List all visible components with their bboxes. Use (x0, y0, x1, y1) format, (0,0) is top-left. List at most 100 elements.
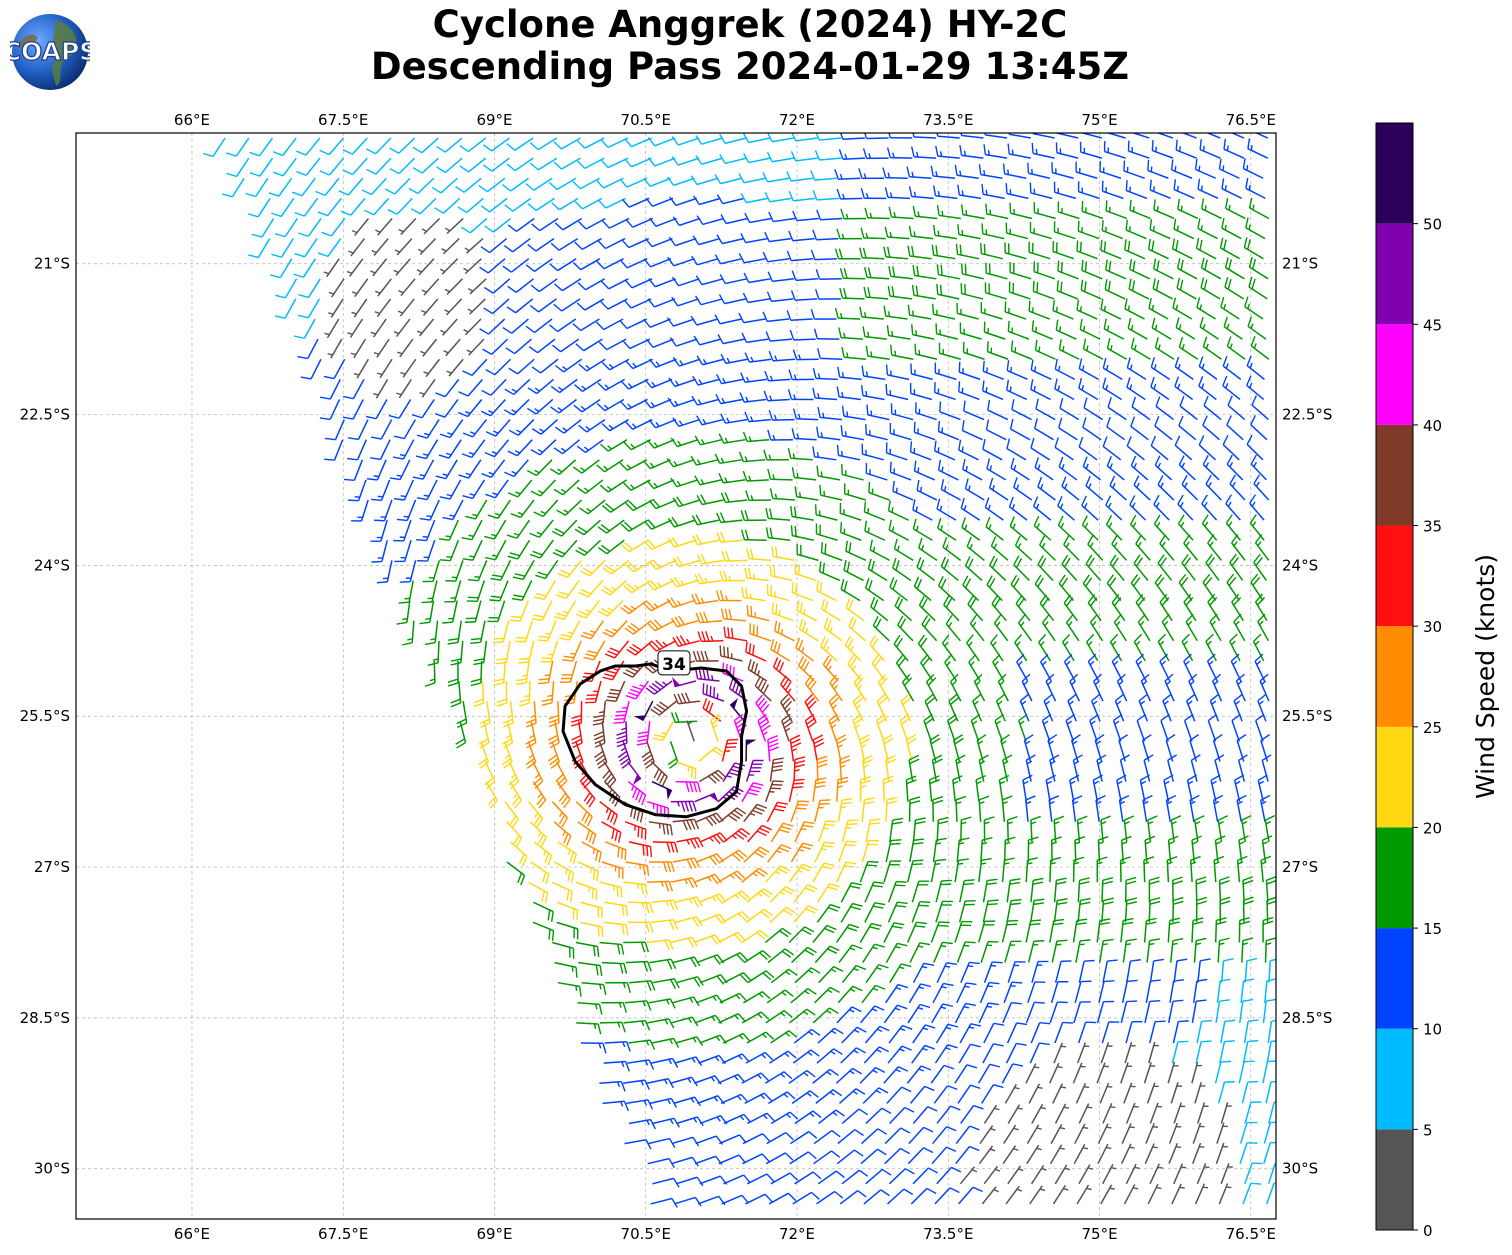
wind-barb (841, 1108, 869, 1125)
wind-barb (1195, 237, 1217, 260)
wind-barb (530, 479, 557, 497)
wind-barb (889, 1106, 915, 1124)
wind-barb (818, 1109, 845, 1125)
wind-barb (625, 499, 653, 512)
wind-barb (1213, 855, 1225, 883)
wind-barb (1148, 297, 1169, 320)
wind-barb (938, 342, 961, 360)
wind-barb (670, 1016, 699, 1027)
wind-barb (845, 597, 865, 622)
tick-label-lon-bottom: 66°E (174, 1225, 210, 1243)
wind-barb (721, 550, 748, 562)
colorbar-segment (1376, 928, 1413, 1029)
wind-barb (957, 224, 981, 240)
wind-barb (1223, 138, 1245, 159)
wind-barb (602, 559, 630, 575)
wind-barb (1262, 916, 1274, 943)
wind-barb (978, 1145, 996, 1165)
wind-barb (670, 437, 699, 448)
wind-barb (548, 701, 560, 728)
wind-barb (601, 821, 622, 843)
wind-barb (792, 408, 819, 421)
wind-barb (1102, 357, 1123, 381)
wind-barb (366, 137, 392, 155)
wind-barb (934, 362, 957, 381)
wind-barb (1037, 476, 1056, 501)
wind-barb (1004, 1083, 1020, 1104)
wind-barb (767, 133, 794, 143)
wind-barb (1018, 713, 1028, 742)
wind-barb (1106, 574, 1122, 602)
wind-barb (1171, 1040, 1189, 1064)
wind-barb (1266, 1040, 1276, 1064)
wind-barb (572, 177, 600, 190)
wind-barb (1034, 457, 1054, 481)
wind-barb (844, 635, 862, 662)
wind-barb (1242, 158, 1264, 179)
wind-barb (696, 954, 725, 965)
wind-barb (768, 1091, 796, 1105)
wind-barb (720, 413, 748, 424)
wind-barb (1245, 217, 1266, 240)
wind-barb (1145, 979, 1161, 1003)
wind-barb (746, 888, 773, 903)
wind-barb (458, 459, 482, 479)
wind-barb (626, 640, 653, 656)
wind-barb (457, 398, 483, 418)
wind-barb (666, 317, 695, 327)
wind-barb (537, 620, 557, 642)
wind-barb (738, 173, 766, 184)
wind-barb (1174, 376, 1194, 401)
wind-barb (913, 576, 932, 602)
wind-barb (837, 366, 862, 381)
wind-barb (1259, 794, 1271, 822)
wind-barb (887, 1188, 914, 1205)
wind-barb (1161, 613, 1175, 642)
wind-barb (1101, 1021, 1120, 1044)
wind-barb (670, 936, 698, 948)
wind-barb (506, 157, 534, 172)
wind-barb (506, 861, 526, 886)
wind-barb (694, 475, 722, 486)
wind-barb (1221, 217, 1242, 240)
wind-barb (1058, 574, 1074, 602)
wind-barb (366, 459, 387, 481)
wind-barb (745, 490, 772, 502)
wind-barb (507, 539, 531, 560)
wind-barb (991, 594, 1007, 622)
wind-barb (348, 419, 369, 441)
wind-barb (834, 307, 861, 320)
wind-barb (815, 288, 841, 300)
wind-barb (1175, 317, 1196, 340)
wind-barb (1007, 320, 1030, 340)
wind-barb (504, 378, 531, 396)
wind-barb (694, 435, 723, 446)
wind-barb (743, 272, 771, 284)
wind-barb (554, 278, 582, 292)
wind-barb (1080, 279, 1102, 300)
wind-barb (375, 217, 393, 236)
wind-barb (1224, 197, 1246, 220)
wind-barb (398, 580, 414, 604)
wind-barb (865, 818, 881, 843)
wind-barb (506, 519, 531, 539)
wind-barb (619, 459, 648, 471)
wind-barb (767, 844, 792, 863)
wind-barb (647, 137, 676, 147)
wind-barb (455, 721, 467, 749)
wind-barb (717, 931, 746, 944)
wind-barb (956, 941, 976, 963)
map-frame (75, 132, 1277, 1220)
wind-barb (641, 741, 655, 769)
wind-barb (643, 398, 672, 409)
wind-barb (755, 694, 770, 722)
wind-barb (694, 792, 719, 803)
wind-barb (790, 290, 818, 301)
wind-barb (623, 298, 652, 309)
wind-barb (1174, 356, 1194, 380)
wind-barb (1167, 999, 1184, 1024)
wind-barb (1247, 138, 1269, 159)
wind-barb (718, 433, 746, 444)
wind-barb (669, 337, 698, 347)
wind-barb (1107, 397, 1127, 421)
